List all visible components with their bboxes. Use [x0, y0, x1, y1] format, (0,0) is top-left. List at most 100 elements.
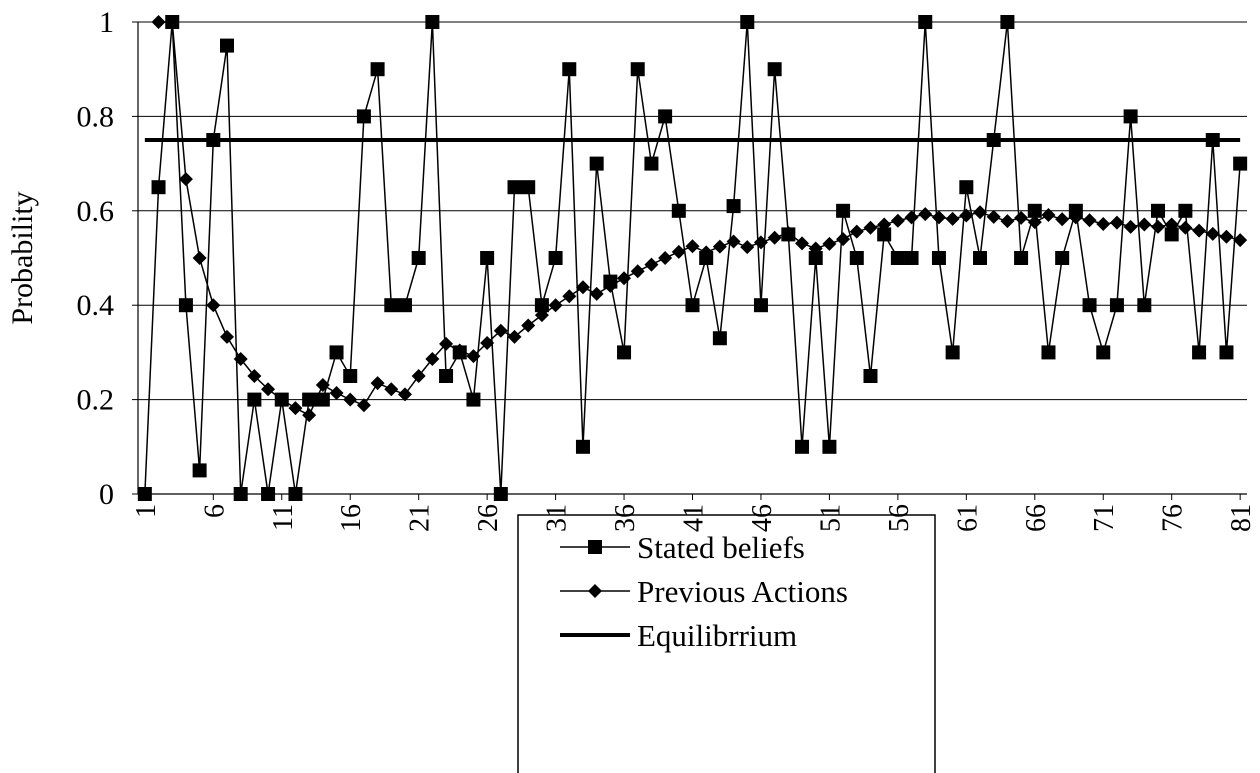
- x-tick-label: 51: [815, 504, 846, 532]
- data-point: [753, 298, 768, 313]
- data-point: [904, 210, 919, 225]
- data-point: [397, 387, 412, 402]
- data-point: [1014, 251, 1029, 265]
- data-point: [548, 298, 563, 313]
- data-point: [1096, 345, 1111, 360]
- data-point: [617, 345, 632, 360]
- data-point: [397, 298, 412, 313]
- data-point: [1109, 215, 1124, 230]
- data-point: [931, 210, 946, 225]
- data-point: [767, 62, 782, 77]
- data-point: [945, 211, 960, 226]
- data-point: [617, 271, 632, 286]
- data-point: [575, 280, 590, 295]
- data-point: [1192, 223, 1207, 238]
- data-point: [603, 278, 618, 293]
- data-point: [261, 487, 276, 501]
- data-point: [658, 251, 673, 265]
- data-point: [507, 329, 522, 344]
- y-tick-label: 0.6: [77, 195, 115, 228]
- x-tick-label: 21: [405, 504, 436, 532]
- data-point: [1219, 345, 1234, 360]
- data-point: [753, 235, 768, 250]
- data-point: [1027, 203, 1042, 218]
- data-point: [493, 323, 508, 338]
- x-tick-label: 16: [336, 504, 367, 532]
- data-point: [849, 251, 864, 265]
- legend-label: Previous Actions: [637, 574, 848, 609]
- data-point: [1192, 345, 1207, 360]
- data-point: [712, 239, 727, 254]
- data-point: [329, 385, 344, 400]
- data-point: [466, 349, 481, 364]
- legend-label: Equilibrrium: [637, 618, 797, 653]
- data-point: [384, 382, 399, 397]
- y-tick-label: 0.2: [77, 384, 115, 417]
- data-point: [219, 38, 234, 53]
- data-point: [548, 251, 563, 265]
- data-point: [808, 241, 823, 256]
- data-point: [165, 15, 180, 29]
- data-point: [630, 62, 645, 77]
- y-tick-label: 0.8: [77, 100, 115, 133]
- y-tick-label: 0.4: [77, 289, 115, 322]
- data-point: [288, 401, 303, 416]
- data-point: [534, 308, 549, 323]
- x-tick-label: 6: [199, 504, 230, 518]
- data-point: [945, 345, 960, 360]
- data-point: [1096, 217, 1111, 232]
- data-point: [1178, 220, 1193, 235]
- data-point: [452, 343, 467, 358]
- data-point: [836, 232, 851, 247]
- data-point: [534, 298, 549, 313]
- data-point: [890, 251, 905, 265]
- data-point: [877, 227, 892, 242]
- data-point: [315, 377, 330, 392]
- data-point: [1014, 210, 1029, 225]
- data-point: [192, 251, 207, 265]
- data-point: [466, 392, 481, 407]
- data-point: [1109, 298, 1124, 313]
- data-point: [1082, 298, 1097, 313]
- data-point: [343, 369, 358, 383]
- data-point: [740, 240, 755, 255]
- data-point: [356, 398, 371, 413]
- data-point: [247, 369, 262, 383]
- data-point: [1164, 227, 1179, 242]
- data-point: [1233, 156, 1248, 171]
- data-point: [1000, 15, 1015, 29]
- data-point: [699, 245, 714, 260]
- data-point: [178, 298, 193, 313]
- data-point: [411, 369, 426, 383]
- data-point: [1137, 298, 1152, 313]
- data-point: [1151, 203, 1166, 218]
- data-point: [1219, 229, 1234, 244]
- data-point: [1055, 251, 1070, 265]
- data-point: [918, 207, 933, 222]
- data-point: [521, 180, 536, 195]
- y-axis-title: Probability: [6, 191, 39, 324]
- data-point: [425, 352, 440, 367]
- data-point: [726, 234, 741, 249]
- data-point: [329, 345, 344, 360]
- data-point: [151, 15, 166, 29]
- data-point: [863, 369, 878, 383]
- data-point: [1123, 219, 1138, 234]
- data-point: [1178, 203, 1193, 218]
- data-point: [274, 392, 289, 407]
- data-point: [822, 439, 837, 454]
- data-point: [849, 224, 864, 239]
- data-point: [302, 408, 317, 423]
- data-point: [726, 199, 741, 214]
- data-point: [1233, 233, 1248, 248]
- data-point: [137, 487, 152, 501]
- data-point: [644, 257, 659, 272]
- x-tick-label: 36: [610, 504, 641, 532]
- legend-marker: [588, 540, 602, 554]
- data-point: [575, 439, 590, 454]
- data-point: [795, 236, 810, 251]
- x-tick-label: 11: [268, 504, 299, 531]
- x-tick-label: 71: [1089, 504, 1120, 532]
- x-tick-label: 81: [1226, 504, 1257, 532]
